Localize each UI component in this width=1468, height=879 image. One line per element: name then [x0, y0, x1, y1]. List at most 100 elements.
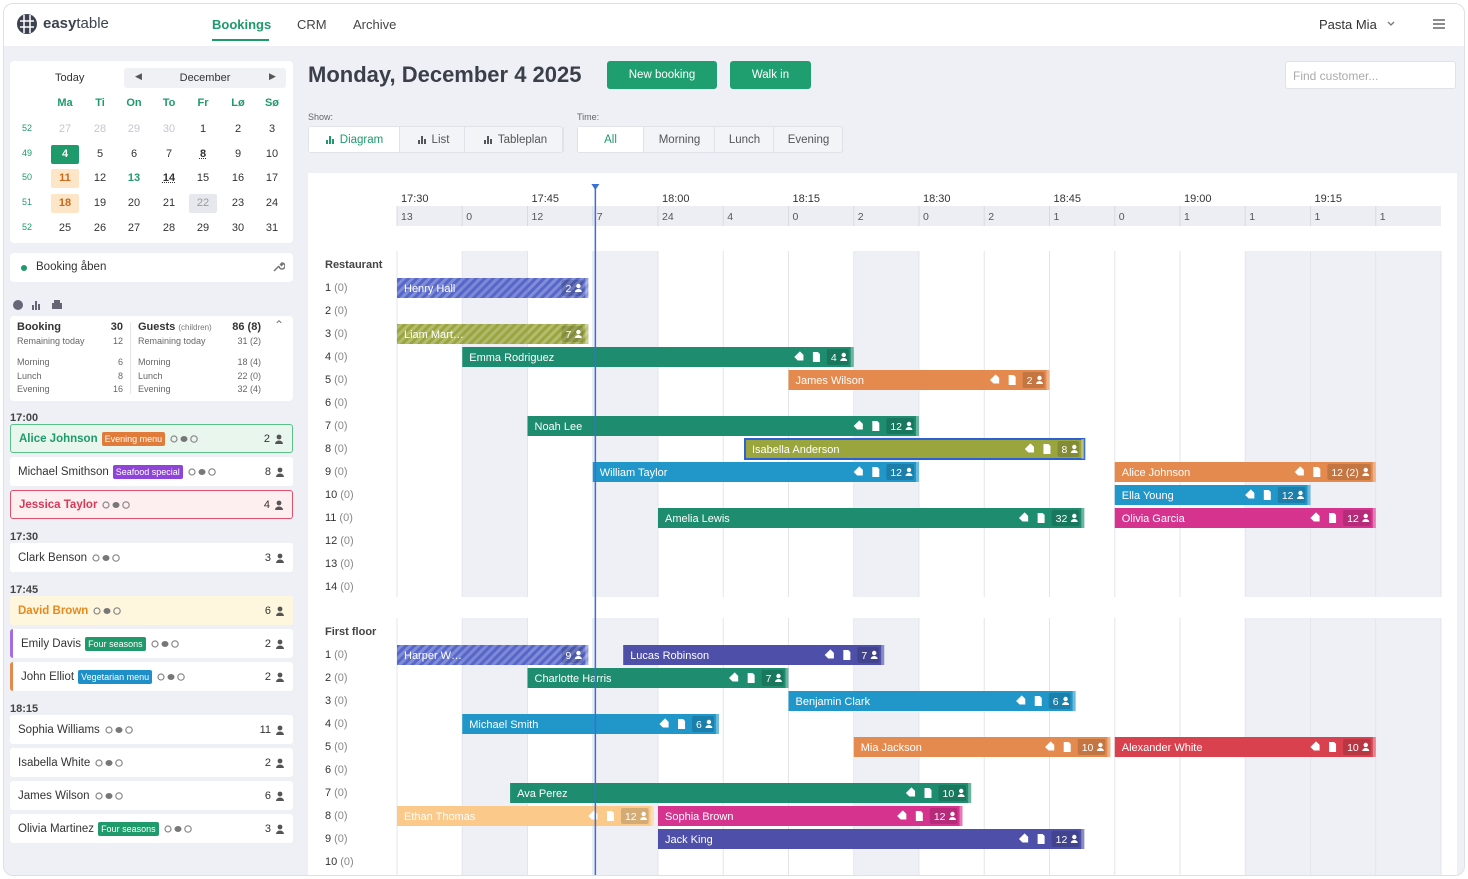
day[interactable]: 29 [127, 123, 141, 135]
booking-bar[interactable]: Ella Young 12 [1114, 485, 1311, 505]
booking-item[interactable]: Michael Smithson Seafood special 8 [10, 457, 293, 486]
booking-item[interactable]: Sophia Williams 11 [10, 715, 293, 744]
person-icon [1362, 519, 1370, 522]
table-number: 3 [325, 328, 331, 340]
booking-item[interactable]: James Wilson 6 [10, 781, 293, 810]
tab[interactable]: Bookings [212, 17, 272, 32]
booking-bar[interactable]: Benjamin Clark 6 [788, 691, 1076, 711]
button[interactable]: Walk in [730, 61, 811, 89]
booking-bar[interactable]: Emma Rodriguez 4 [462, 347, 854, 367]
day[interactable]: 16 [231, 172, 245, 185]
booking-bar[interactable]: Liam Mart… 7 [397, 324, 589, 344]
next[interactable]: ▶ [269, 71, 276, 81]
day[interactable]: 29 [196, 221, 210, 234]
booking-bar[interactable]: Olivia Garcia 12 [1114, 508, 1376, 528]
guest-count: 3 [264, 551, 271, 564]
day[interactable]: 7 [165, 147, 173, 160]
period-button[interactable]: Evening [775, 127, 843, 152]
day[interactable]: 27 [127, 221, 141, 234]
collapse[interactable]: ⌃ [274, 318, 285, 332]
booking-item[interactable]: Alice Johnson Evening menu 2 [10, 424, 293, 453]
booking-item[interactable]: Emily Davis Four seasons 2 [10, 629, 293, 658]
booking-bar[interactable]: Noah Lee 12 [527, 416, 920, 436]
booking-bar[interactable]: Charlotte Harris 7 [527, 668, 789, 688]
day[interactable]: 12 [93, 172, 107, 185]
prev[interactable]: ◀ [135, 71, 142, 81]
view-button[interactable]: Tableplan [467, 127, 564, 152]
booking-guests: 12 [890, 421, 902, 433]
booking-bar[interactable]: Henry Hall 2 [397, 278, 589, 298]
tab[interactable]: Archive [353, 17, 397, 32]
user[interactable]: Pasta Mia [1319, 17, 1377, 32]
booking-bar[interactable]: Ava Perez 10 [510, 783, 972, 803]
booking-bar[interactable]: Alexander White 10 [1114, 737, 1376, 757]
booking-bar[interactable]: Harper W… 9 [397, 645, 589, 665]
day[interactable]: 3 [268, 123, 276, 135]
day[interactable]: 9 [234, 147, 242, 160]
booking-item[interactable]: Olivia Martinez Four seasons 3 [10, 814, 293, 843]
tab[interactable]: CRM [297, 17, 327, 32]
period-button[interactable]: All [578, 127, 644, 152]
day[interactable]: 8 [199, 147, 207, 160]
day[interactable]: 19 [93, 197, 107, 210]
booking-bar[interactable]: Amelia Lewis 32 [658, 508, 1085, 528]
day[interactable]: 13 [127, 172, 141, 185]
day[interactable]: 28 [93, 123, 107, 135]
tab-underline [212, 39, 269, 41]
wrench-icon[interactable] [271, 260, 285, 274]
guests: 3 [265, 552, 285, 564]
tag-icon [1310, 512, 1320, 522]
day[interactable]: 10 [265, 147, 279, 160]
weekday: Sø [264, 97, 280, 109]
day[interactable]: 23 [231, 197, 245, 210]
day[interactable]: 21 [162, 197, 176, 210]
day[interactable]: 15 [196, 172, 210, 185]
day[interactable]: 18 [51, 194, 79, 214]
day[interactable]: 4 [51, 144, 79, 164]
day[interactable]: 30 [162, 123, 176, 135]
booking-bar[interactable]: William Taylor 12 [592, 462, 919, 482]
day[interactable]: 25 [58, 221, 72, 234]
search[interactable]: Find customer... [1285, 61, 1456, 89]
day[interactable]: 5 [96, 147, 104, 160]
tool-icons[interactable] [12, 298, 72, 312]
day[interactable]: 6 [130, 147, 138, 160]
guests: 2 [265, 671, 285, 683]
booking-bar[interactable]: Mia Jackson 10 [853, 737, 1111, 757]
day[interactable]: 1 [199, 123, 207, 135]
period-button[interactable]: Morning [645, 127, 715, 152]
booking-item[interactable]: Clark Benson 3 [10, 543, 293, 572]
day[interactable]: 31 [265, 221, 279, 234]
booking-item[interactable]: David Brown 6 [10, 596, 293, 625]
booking-bar[interactable]: James Wilson 2 [788, 370, 1050, 390]
booking-bar[interactable]: Sophia Brown 12 [658, 806, 963, 826]
booking-item[interactable]: Isabella White 2 [10, 748, 293, 777]
day[interactable]: 30 [231, 221, 245, 234]
booking-item[interactable]: John Elliot Vegetarian menu 2 [10, 662, 293, 691]
view-button[interactable]: List [402, 127, 465, 152]
booking-item[interactable]: Jessica Taylor 4 [10, 490, 293, 519]
view-button[interactable]: Diagram [309, 127, 400, 152]
person-icon [576, 283, 581, 289]
note-icon [872, 467, 880, 477]
day[interactable]: 24 [265, 197, 279, 210]
day[interactable]: 2 [234, 123, 242, 135]
booking-bar[interactable]: Ethan Thomas 12 [397, 806, 654, 826]
day[interactable]: 28 [162, 221, 176, 234]
day[interactable]: 11 [51, 169, 79, 189]
day[interactable]: 17 [265, 172, 279, 185]
booking-bar[interactable]: Michael Smith 6 [462, 714, 719, 734]
day[interactable]: 27 [58, 123, 72, 135]
button[interactable]: New booking [607, 61, 717, 89]
day[interactable]: 22 [189, 194, 217, 214]
booking-bar[interactable]: Alice Johnson 12 (2) [1114, 462, 1376, 482]
day[interactable]: 20 [127, 197, 141, 210]
today[interactable]: Today [55, 72, 85, 84]
menu-icon[interactable] [1432, 17, 1446, 31]
day[interactable]: 14 [162, 172, 176, 185]
booking-bar[interactable]: Lucas Robinson 7 [623, 645, 885, 665]
day[interactable]: 26 [93, 221, 107, 234]
booking-bar[interactable]: Jack King 12 [658, 829, 1085, 849]
booking-bar[interactable]: Isabella Anderson 8 [744, 438, 1086, 460]
period-button[interactable]: Lunch [716, 127, 774, 152]
